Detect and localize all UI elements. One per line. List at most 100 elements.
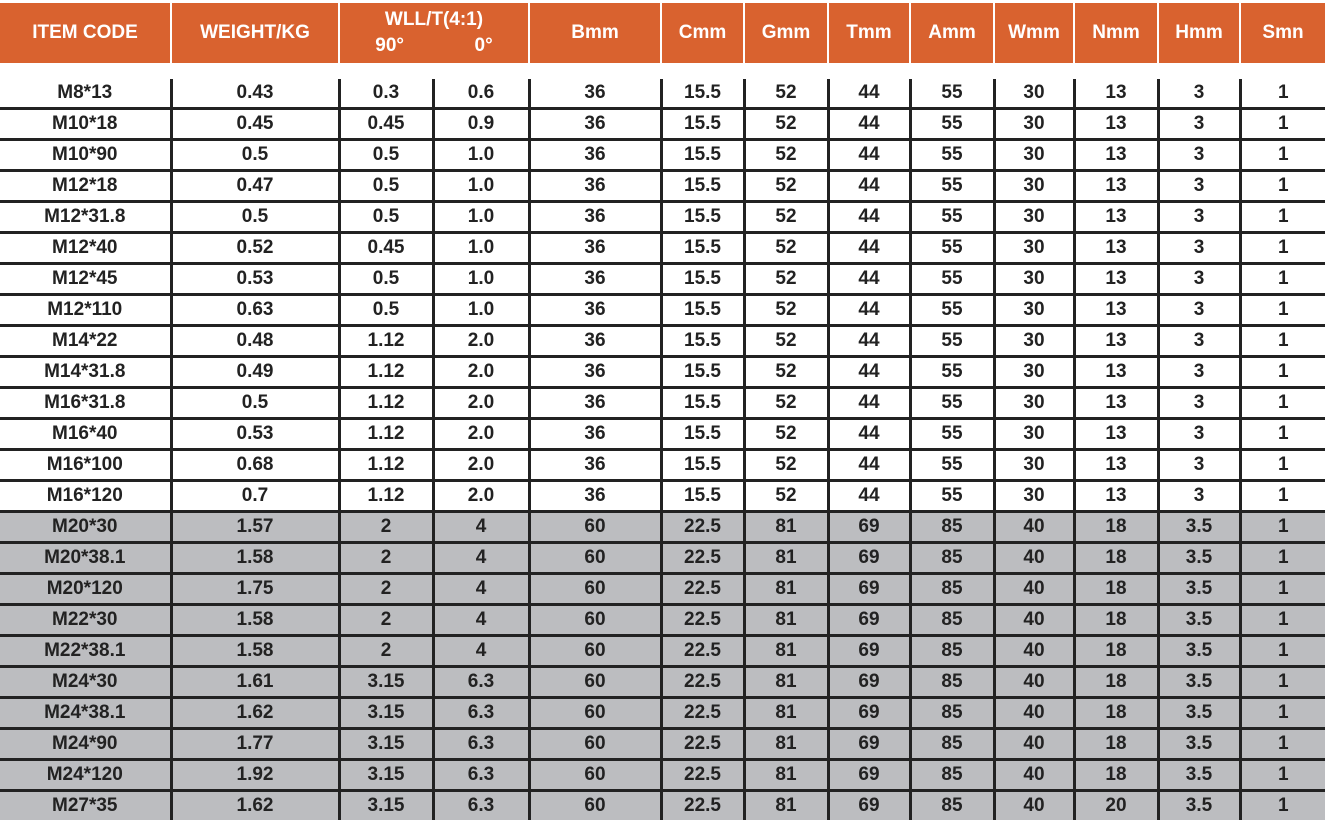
cell-g: 52: [744, 388, 828, 419]
cell-s: 1: [1240, 295, 1325, 326]
cell-c: 15.5: [661, 295, 744, 326]
cell-weight: 0.63: [171, 295, 339, 326]
cell-w: 40: [994, 543, 1074, 574]
cell-item-code: M14*31.8: [0, 357, 171, 388]
cell-s: 1: [1240, 326, 1325, 357]
cell-g: 52: [744, 481, 828, 512]
header-s: Smn: [1241, 3, 1325, 63]
cell-h: 3.5: [1158, 760, 1240, 791]
cell-c: 22.5: [661, 512, 744, 543]
cell-a: 55: [910, 295, 994, 326]
cell-wll-0: 4: [433, 512, 529, 543]
cell-wll-0: 1.0: [433, 202, 529, 233]
cell-w: 40: [994, 698, 1074, 729]
cell-weight: 0.47: [171, 171, 339, 202]
cell-n: 13: [1074, 295, 1158, 326]
cell-t: 44: [828, 171, 910, 202]
cell-w: 30: [994, 481, 1074, 512]
cell-b: 36: [529, 295, 661, 326]
cell-n: 13: [1074, 419, 1158, 450]
cell-wll-0: 6.3: [433, 791, 529, 820]
cell-item-code: M20*38.1: [0, 543, 171, 574]
cell-wll-90: 2: [339, 574, 433, 605]
cell-b: 60: [529, 667, 661, 698]
header-wll-title: WLL/T(4:1): [385, 9, 483, 31]
cell-a: 55: [910, 264, 994, 295]
cell-wll-0: 1.0: [433, 295, 529, 326]
cell-wll-90: 3.15: [339, 791, 433, 820]
cell-a: 55: [910, 233, 994, 264]
cell-t: 69: [828, 729, 910, 760]
cell-w: 30: [994, 357, 1074, 388]
cell-b: 60: [529, 698, 661, 729]
cell-a: 85: [910, 605, 994, 636]
cell-g: 81: [744, 667, 828, 698]
cell-c: 15.5: [661, 140, 744, 171]
header-h: Hmm: [1159, 3, 1239, 63]
cell-c: 22.5: [661, 636, 744, 667]
cell-item-code: M24*38.1: [0, 698, 171, 729]
cell-wll-0: 2.0: [433, 419, 529, 450]
cell-w: 30: [994, 326, 1074, 357]
cell-n: 13: [1074, 450, 1158, 481]
cell-t: 69: [828, 667, 910, 698]
cell-h: 3: [1158, 79, 1240, 109]
cell-c: 15.5: [661, 388, 744, 419]
cell-weight: 1.58: [171, 605, 339, 636]
cell-t: 69: [828, 512, 910, 543]
cell-b: 60: [529, 512, 661, 543]
cell-w: 30: [994, 233, 1074, 264]
cell-w: 30: [994, 140, 1074, 171]
cell-item-code: M16*120: [0, 481, 171, 512]
cell-wll-90: 0.5: [339, 171, 433, 202]
cell-wll-0: 1.0: [433, 233, 529, 264]
cell-wll-90: 3.15: [339, 729, 433, 760]
cell-t: 44: [828, 326, 910, 357]
cell-s: 1: [1240, 202, 1325, 233]
cell-wll-0: 1.0: [433, 264, 529, 295]
cell-a: 85: [910, 667, 994, 698]
cell-weight: 0.5: [171, 388, 339, 419]
cell-wll-90: 0.5: [339, 295, 433, 326]
cell-b: 60: [529, 574, 661, 605]
cell-b: 36: [529, 357, 661, 388]
cell-h: 3: [1158, 388, 1240, 419]
cell-g: 81: [744, 791, 828, 820]
cell-item-code: M16*40: [0, 419, 171, 450]
cell-h: 3: [1158, 109, 1240, 140]
cell-item-code: M22*38.1: [0, 636, 171, 667]
cell-n: 13: [1074, 264, 1158, 295]
cell-h: 3.5: [1158, 791, 1240, 820]
cell-b: 36: [529, 264, 661, 295]
cell-h: 3: [1158, 295, 1240, 326]
cell-a: 55: [910, 481, 994, 512]
cell-wll-0: 1.0: [433, 171, 529, 202]
cell-s: 1: [1240, 605, 1325, 636]
cell-a: 85: [910, 729, 994, 760]
cell-c: 22.5: [661, 791, 744, 820]
cell-h: 3: [1158, 357, 1240, 388]
cell-wll-90: 0.5: [339, 140, 433, 171]
cell-wll-0: 0.6: [433, 79, 529, 109]
cell-n: 13: [1074, 481, 1158, 512]
cell-t: 44: [828, 109, 910, 140]
cell-h: 3: [1158, 450, 1240, 481]
cell-a: 55: [910, 171, 994, 202]
cell-wll-0: 1.0: [433, 140, 529, 171]
header-c: Cmm: [662, 3, 743, 63]
cell-c: 22.5: [661, 605, 744, 636]
cell-b: 60: [529, 760, 661, 791]
cell-s: 1: [1240, 512, 1325, 543]
cell-w: 40: [994, 605, 1074, 636]
cell-w: 30: [994, 264, 1074, 295]
header-wll: WLL/T(4:1) 90°0°: [340, 3, 528, 63]
cell-wll-0: 6.3: [433, 729, 529, 760]
cell-t: 44: [828, 388, 910, 419]
cell-g: 81: [744, 636, 828, 667]
cell-wll-90: 0.5: [339, 264, 433, 295]
